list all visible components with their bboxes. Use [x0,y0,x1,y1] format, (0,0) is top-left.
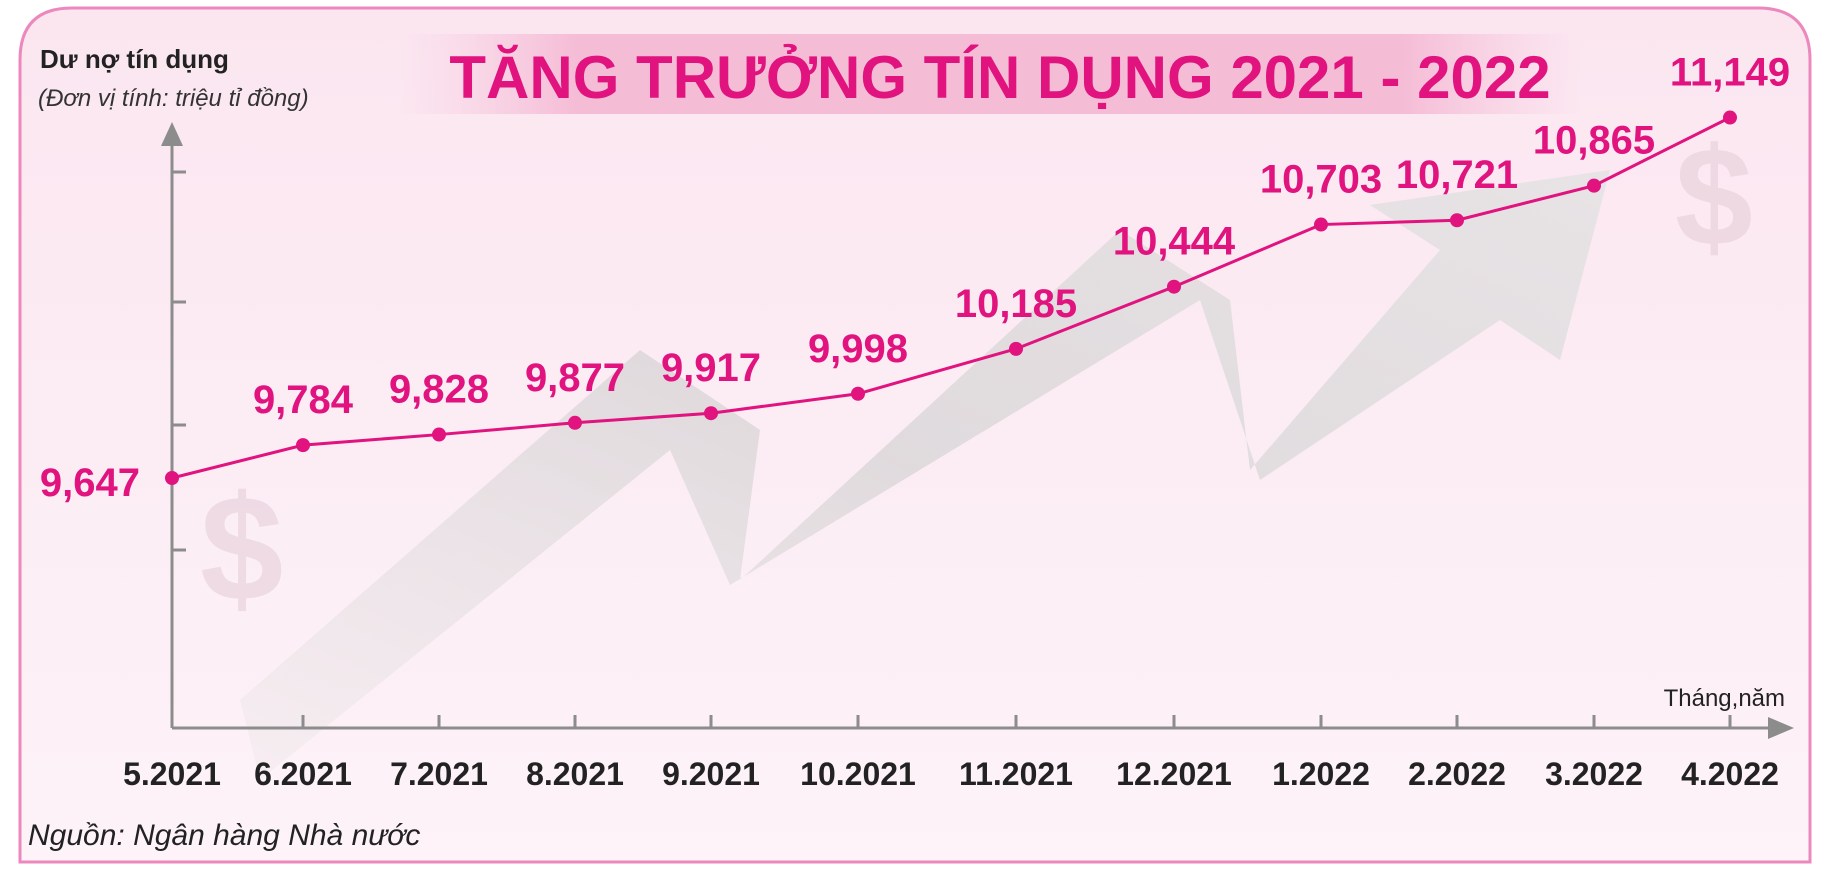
data-label: 9,877 [525,356,625,400]
dollar-icon-right: $ [1675,118,1753,275]
series-layer: 9,647 9,784 9,828 9,877 9,917 9,998 10,185 10,4… [40,51,1790,505]
data-point [568,415,582,430]
data-point [1723,110,1737,125]
x-tick-label: 7.2021 [390,756,488,792]
data-point [1314,217,1328,232]
axes [161,122,1794,739]
dollar-icon: $ [200,464,283,632]
data-point [1587,178,1601,193]
x-tick-label: 9.2021 [662,756,760,792]
chart-title: TĂNG TRƯỞNG TÍN DỤNG 2021 - 2022 [449,44,1550,111]
title-band [400,34,1580,114]
x-tick-label: 1.2022 [1272,756,1370,792]
data-label: 10,721 [1396,153,1518,197]
data-point [165,471,179,485]
data-label: 9,998 [808,327,908,371]
x-tick-label: 11.2021 [959,756,1073,792]
data-point [1009,341,1023,356]
data-label: 9,917 [661,346,761,390]
x-tick-label: 5.2021 [123,756,221,792]
x-tick-label: 2.2022 [1408,756,1506,792]
x-axis-label: Tháng,năm [1664,685,1785,712]
y-axis-arrowhead [161,122,183,146]
x-tick-label: 6.2021 [254,756,352,792]
data-label: 10,703 [1260,158,1382,202]
data-label: 9,828 [389,368,489,412]
x-axis-arrowhead [1768,717,1794,739]
data-point [1167,279,1181,294]
x-tick-label: 12.2021 [1116,756,1232,792]
data-point [432,427,446,442]
x-tick-label: 10.2021 [800,756,916,792]
data-label: 9,647 [40,461,140,505]
data-label: 9,784 [253,378,354,422]
data-label: 11,149 [1670,51,1790,95]
x-tick-label: 4.2022 [1681,756,1779,792]
x-tick-labels: 5.2021 6.2021 7.2021 8.2021 9.2021 10.2021 11.… [123,756,1779,792]
y-axis-label: Dư nợ tín dụng [40,44,229,74]
x-tick-label: 3.2022 [1545,756,1643,792]
data-point [704,406,718,421]
y-axis-unit: (Đơn vị tính: triệu tỉ đồng) [38,85,309,112]
data-label: 10,444 [1113,220,1236,264]
background-arrow-decoration [240,170,1610,780]
data-label: 10,185 [955,282,1077,326]
data-label: 10,865 [1533,119,1655,163]
source-note: Nguồn: Ngân hàng Nhà nước [28,819,420,852]
x-tick-label: 8.2021 [526,756,624,792]
series-line [171,116,1731,480]
data-point [296,438,310,453]
data-point [851,386,865,401]
data-point [1450,213,1464,228]
